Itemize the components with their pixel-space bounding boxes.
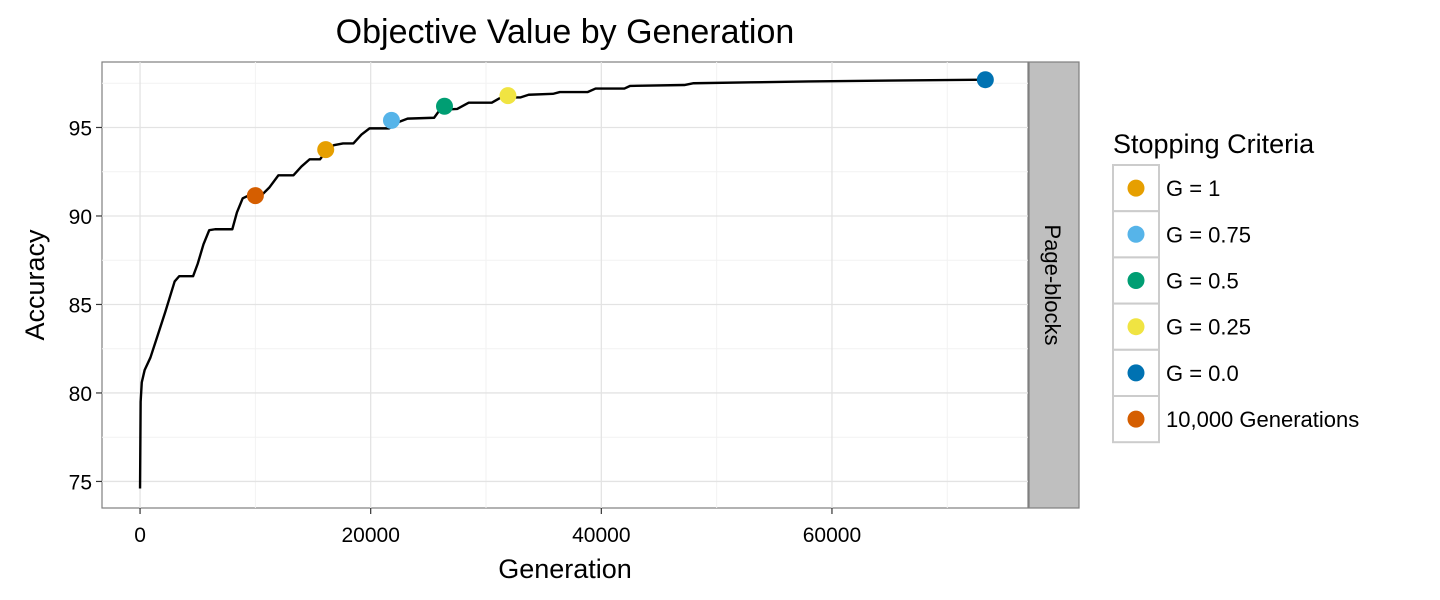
legend-label: G = 0.75	[1166, 222, 1251, 247]
x-axis-label: Generation	[498, 554, 632, 584]
legend-marker	[1127, 318, 1145, 336]
marker-point	[976, 71, 994, 89]
y-axis-label: Accuracy	[20, 229, 50, 341]
legend-marker	[1127, 179, 1145, 197]
legend-marker	[1127, 225, 1145, 243]
y-axis: 75 80 85 90 95	[69, 117, 102, 494]
marker-point	[246, 187, 264, 205]
marker-point	[499, 87, 517, 105]
series-line	[138, 78, 986, 489]
marker-point	[435, 97, 453, 115]
series-layer	[138, 78, 986, 489]
legend-label: 10,000 Generations	[1166, 407, 1359, 432]
plot-panel	[101, 61, 1029, 509]
x-tick-label: 20000	[341, 524, 399, 547]
grid-major	[102, 62, 1028, 508]
marker-layer	[246, 71, 994, 205]
legend-label: G = 0.25	[1166, 315, 1251, 340]
y-tick-label: 85	[69, 294, 92, 317]
marker-point	[382, 111, 400, 129]
legend-items: G = 1 G = 0.75 G = 0.5 G = 0.25 G = 0.0 10,00…	[1112, 164, 1359, 444]
y-tick-label: 80	[69, 383, 92, 406]
legend-marker	[1127, 272, 1145, 289]
legend-label: G = 0.0	[1166, 361, 1239, 386]
y-tick-label: 75	[69, 471, 92, 494]
y-tick-label: 95	[69, 117, 92, 140]
x-tick-label: 60000	[803, 524, 861, 547]
grid-minor	[102, 62, 1028, 508]
facet-strip-label: Page-blocks	[1040, 224, 1065, 345]
y-tick-label: 90	[69, 206, 92, 229]
legend-title: Stopping Criteria	[1113, 129, 1315, 159]
legend-label: G = 0.5	[1166, 269, 1239, 294]
legend-marker	[1127, 410, 1145, 428]
x-axis: 0 20000 40000 60000	[134, 508, 861, 547]
legend-label: G = 1	[1166, 176, 1220, 201]
legend-marker	[1127, 364, 1145, 382]
chart-title: Objective Value by Generation	[336, 13, 795, 51]
x-tick-label: 40000	[572, 524, 630, 547]
marker-point	[317, 141, 335, 159]
facet-strip	[1028, 61, 1080, 509]
legend: Stopping Criteria G = 1G = 0.75G = 0.5G …	[1112, 129, 1359, 444]
x-tick-label: 0	[134, 524, 146, 547]
